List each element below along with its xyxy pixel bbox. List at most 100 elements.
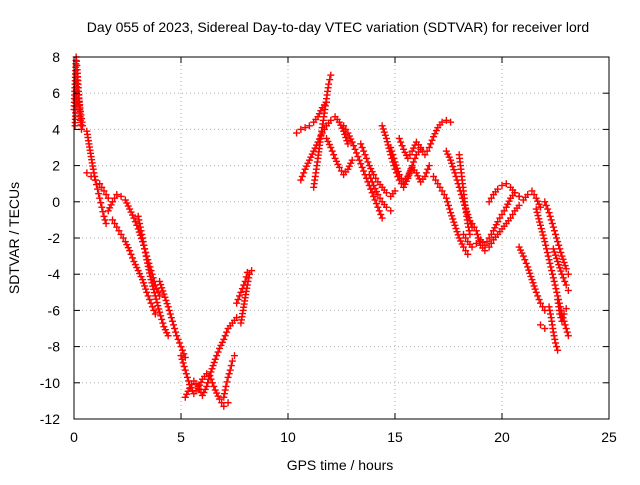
data-point-plus-marker (234, 296, 242, 304)
data-point-plus-marker (452, 224, 460, 232)
data-point-plus-marker (448, 212, 456, 220)
chart-title: Day 055 of 2023, Sidereal Day-to-day VTE… (87, 19, 589, 35)
data-point-plus-marker (539, 303, 547, 311)
data-point-plus-marker (357, 160, 365, 168)
data-point-plus-marker (358, 144, 366, 151)
data-point-plus-marker (428, 136, 436, 144)
data-point-plus-marker (328, 147, 336, 155)
y-tick-label: 4 (52, 121, 60, 137)
data-point-plus-marker (161, 293, 169, 301)
data-point-plus-marker (155, 305, 163, 313)
data-point-plus-marker (531, 285, 539, 293)
data-point-plus-marker (509, 210, 517, 218)
data-point-plus-marker (141, 282, 149, 290)
x-tick-label: 15 (387, 429, 403, 445)
data-point-plus-marker (423, 147, 431, 155)
data-point-plus-marker (156, 308, 164, 316)
data-point-plus-marker (354, 153, 362, 161)
data-point-plus-marker (411, 154, 419, 162)
data-point-plus-marker (203, 382, 211, 390)
data-point-plus-marker (447, 118, 455, 126)
data-point-plus-marker (374, 203, 382, 211)
data-point-plus-marker (98, 203, 106, 211)
data-point-plus-marker (96, 180, 104, 188)
data-point-plus-marker (546, 259, 554, 267)
data-point-plus-marker (148, 279, 156, 287)
data-point-plus-marker (111, 220, 119, 228)
data-point-plus-marker (177, 352, 185, 360)
data-point-plus-marker (140, 279, 148, 287)
data-point-plus-marker (519, 252, 527, 260)
data-point-plus-marker (496, 214, 504, 222)
data-point-plus-marker (500, 207, 508, 215)
data-point-plus-marker (218, 399, 226, 407)
data-point-plus-marker (231, 352, 238, 360)
data-point-plus-marker (554, 238, 562, 246)
data-point-plus-marker (101, 216, 109, 224)
data-point-plus-marker (182, 370, 190, 378)
data-point-plus-marker (466, 230, 474, 238)
data-point-plus-marker (539, 231, 547, 239)
data-point-plus-marker (377, 210, 385, 218)
data-point-plus-marker (449, 163, 457, 171)
data-point-plus-marker (83, 169, 91, 177)
data-point-plus-marker (222, 382, 230, 390)
data-point-plus-marker (395, 171, 403, 179)
data-point-plus-marker (421, 172, 429, 180)
data-point-plus-marker (235, 292, 243, 300)
data-point-plus-marker (392, 161, 400, 169)
data-point-plus-marker (406, 151, 414, 159)
data-point-plus-marker (150, 306, 158, 314)
data-point-plus-marker (546, 306, 554, 314)
data-point-plus-marker (424, 165, 432, 173)
data-point-plus-marker (522, 259, 530, 267)
data-point-plus-marker (138, 234, 146, 242)
data-point-plus-marker (139, 238, 147, 246)
data-point-plus-marker (227, 362, 235, 370)
data-point-plus-marker (562, 281, 570, 289)
y-tick-label: -12 (40, 411, 60, 427)
data-point-plus-marker (547, 310, 555, 318)
data-point-plus-marker (327, 116, 335, 124)
data-point-plus-marker (153, 285, 161, 293)
data-point-plus-marker (243, 268, 251, 276)
x-tick-label: 20 (494, 429, 510, 445)
data-point-plus-marker (562, 325, 570, 332)
data-point-plus-marker (97, 199, 105, 207)
data-point-plus-marker (561, 321, 569, 329)
data-point-plus-marker (111, 194, 119, 202)
data-point-plus-marker (102, 220, 110, 228)
data-point-plus-marker (532, 205, 540, 213)
data-point-plus-marker (145, 266, 153, 274)
x-tick-label: 25 (601, 429, 617, 445)
data-point-plus-marker (563, 328, 571, 336)
data-point-plus-marker (450, 166, 458, 174)
data-point-plus-marker (177, 343, 185, 351)
y-tick-label: 0 (52, 194, 60, 210)
data-point-plus-marker (136, 223, 144, 231)
data-point-plus-marker (358, 163, 366, 171)
grid-lines (74, 57, 609, 419)
data-point-plus-marker (368, 189, 376, 197)
data-point-plus-marker (156, 277, 164, 285)
data-point-plus-marker (406, 168, 414, 176)
data-point-plus-marker (300, 169, 308, 177)
data-point-plus-marker (541, 198, 549, 206)
data-point-plus-marker (368, 178, 376, 186)
data-point-plus-marker (209, 362, 217, 370)
y-tick-label: 2 (52, 158, 60, 174)
data-point-plus-marker (554, 258, 562, 266)
data-point-plus-marker (338, 167, 345, 175)
data-point-plus-marker (113, 191, 121, 199)
data-point-plus-marker (552, 251, 559, 259)
data-point-plus-marker (164, 303, 172, 311)
data-point-plus-marker (556, 245, 564, 253)
data-point-plus-marker (378, 122, 386, 130)
data-point-plus-marker (165, 306, 173, 314)
data-point-plus-marker (459, 230, 467, 238)
data-point-plus-marker (226, 366, 234, 374)
data-point-plus-marker (365, 171, 373, 179)
data-point-plus-marker (79, 122, 87, 130)
data-point-plus-marker (150, 289, 158, 297)
